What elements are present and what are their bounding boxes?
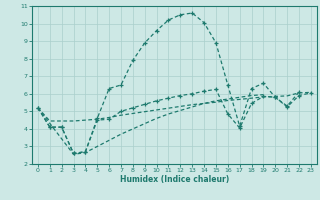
X-axis label: Humidex (Indice chaleur): Humidex (Indice chaleur) (120, 175, 229, 184)
